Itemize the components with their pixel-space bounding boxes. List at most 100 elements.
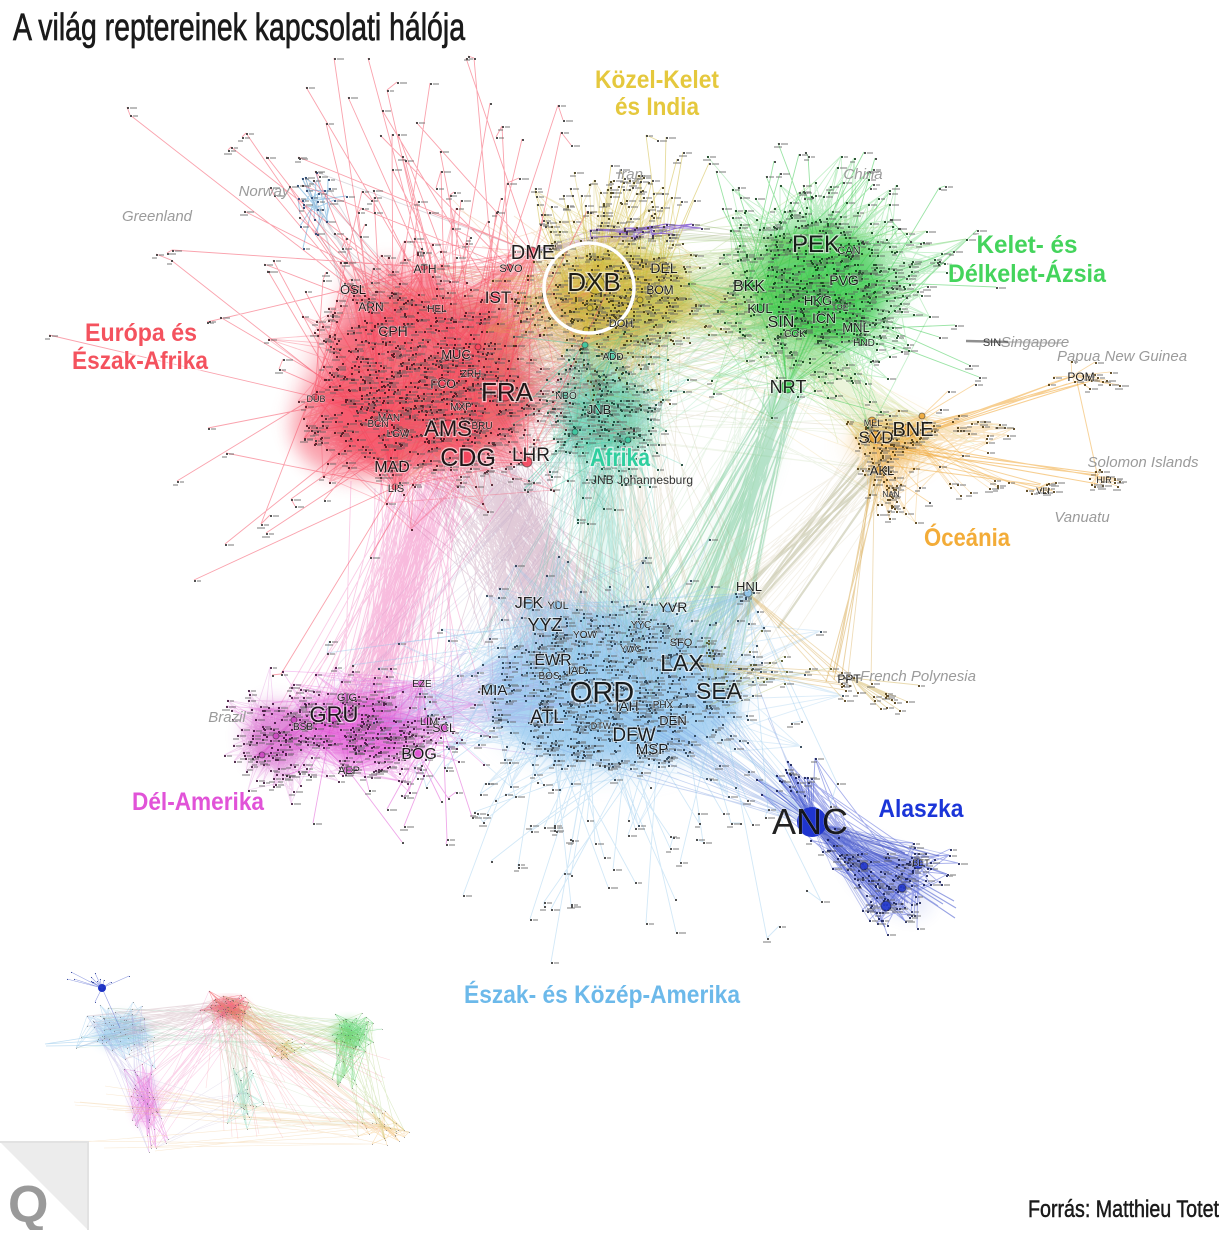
svg-text:NAN: NAN: [883, 490, 900, 499]
svg-text:BRU: BRU: [471, 421, 492, 432]
svg-text:MIA: MIA: [481, 682, 508, 699]
svg-text:MXP: MXP: [450, 402, 472, 413]
svg-text:MUC: MUC: [441, 347, 471, 362]
svg-text:IST: IST: [485, 288, 511, 307]
svg-text:Iran: Iran: [617, 166, 643, 183]
svg-text:Afrika: Afrika: [590, 444, 651, 472]
svg-text:LAX: LAX: [660, 650, 703, 676]
svg-text:IAH: IAH: [615, 698, 638, 714]
svg-text:SEA: SEA: [696, 678, 743, 704]
svg-text:LHR: LHR: [512, 445, 550, 466]
svg-text:ZRH: ZRH: [461, 369, 482, 380]
svg-text:SCL: SCL: [432, 721, 456, 735]
svg-text:DOH: DOH: [609, 318, 634, 330]
svg-text:YYZ: YYZ: [527, 615, 562, 635]
svg-text:LIS: LIS: [388, 483, 405, 495]
svg-text:Greenland: Greenland: [122, 208, 193, 225]
svg-text:CAN: CAN: [837, 245, 860, 257]
svg-text:Norway: Norway: [239, 183, 291, 200]
svg-text:PEK: PEK: [792, 231, 840, 258]
svg-text:YWG: YWG: [620, 644, 642, 654]
svg-text:Solomon Islands: Solomon Islands: [1088, 454, 1199, 471]
svg-text:IAD: IAD: [568, 665, 586, 677]
svg-text:China: China: [843, 166, 882, 183]
svg-text:HNL: HNL: [736, 579, 762, 594]
svg-text:CDG: CDG: [440, 444, 496, 472]
svg-text:EZE: EZE: [412, 679, 432, 690]
svg-text:HKG: HKG: [804, 293, 832, 308]
svg-text:DUB: DUB: [306, 394, 325, 404]
svg-text:LGW: LGW: [387, 429, 410, 440]
svg-text:OSL: OSL: [340, 282, 366, 297]
svg-text:AKL: AKL: [870, 463, 895, 478]
svg-text:DEL: DEL: [650, 260, 677, 276]
svg-text:FCO: FCO: [430, 377, 455, 391]
svg-text:EWR: EWR: [534, 652, 571, 669]
svg-text:Észak- és Közép-Amerika: Észak- és Közép-Amerika: [464, 980, 741, 1009]
svg-text:NBO: NBO: [555, 391, 577, 402]
svg-text:SVO: SVO: [499, 263, 523, 275]
svg-text:A világ reptereinek kapcsolati: A világ reptereinek kapcsolati hálója: [13, 7, 466, 49]
svg-text:CGK: CGK: [784, 329, 806, 340]
svg-text:ATH: ATH: [413, 262, 436, 276]
svg-text:Kelet- és: Kelet- és: [977, 231, 1078, 259]
svg-text:PPT: PPT: [837, 672, 861, 686]
svg-text:Óceánia: Óceánia: [924, 522, 1011, 552]
svg-text:ARN: ARN: [358, 300, 383, 314]
svg-text:ICN: ICN: [812, 310, 836, 326]
svg-text:AEP: AEP: [338, 765, 360, 777]
svg-text:ADD: ADD: [602, 352, 623, 363]
svg-text:PHX: PHX: [653, 700, 674, 711]
svg-text:LIM: LIM: [420, 716, 438, 728]
svg-text:Papua New Guinea: Papua New Guinea: [1057, 348, 1187, 365]
svg-text:GRU: GRU: [310, 702, 359, 727]
svg-text:JNB Johannesburg: JNB Johannesburg: [591, 473, 693, 487]
svg-text:BNE: BNE: [892, 419, 933, 441]
svg-text:ANC: ANC: [772, 801, 848, 842]
svg-text:JNB: JNB: [587, 402, 612, 417]
svg-text:BCN: BCN: [367, 419, 388, 430]
svg-text:Dél-Amerika: Dél-Amerika: [132, 788, 265, 816]
svg-text:Délkelet-Ázsia: Délkelet-Ázsia: [948, 259, 1107, 288]
svg-text:SYD: SYD: [859, 428, 894, 447]
svg-text:DEN: DEN: [659, 713, 686, 728]
svg-text:Észak-Afrika: Észak-Afrika: [72, 346, 209, 375]
svg-text:HIR: HIR: [1096, 475, 1112, 485]
svg-text:BOG: BOG: [401, 746, 437, 763]
svg-text:AMS: AMS: [424, 416, 472, 441]
svg-text:JFK: JFK: [515, 595, 544, 612]
svg-text:DFW: DFW: [612, 725, 655, 746]
svg-text:Európa és: Európa és: [85, 319, 197, 347]
svg-text:MAN: MAN: [378, 413, 400, 424]
svg-text:Vanuatu: Vanuatu: [1054, 509, 1110, 526]
svg-text:Q: Q: [8, 1176, 48, 1230]
svg-text:MNL: MNL: [842, 320, 869, 335]
svg-text:Közel-Kelet: Közel-Kelet: [595, 66, 720, 94]
svg-text:Brazil: Brazil: [208, 709, 246, 726]
svg-text:BKK: BKK: [733, 278, 765, 295]
svg-text:ATL: ATL: [530, 707, 563, 728]
svg-text:GIG: GIG: [337, 692, 357, 704]
svg-text:BOS: BOS: [538, 671, 559, 682]
svg-text:SFO: SFO: [670, 637, 693, 649]
svg-text:KUL: KUL: [747, 301, 772, 316]
svg-text:BOM: BOM: [646, 283, 673, 297]
svg-text:Forrás: Matthieu Totet: Forrás: Matthieu Totet: [1028, 1196, 1219, 1223]
svg-text:NRT: NRT: [770, 377, 807, 397]
svg-text:YUL: YUL: [547, 600, 568, 612]
svg-text:SIN: SIN: [768, 314, 795, 331]
svg-text:DTW: DTW: [591, 721, 612, 731]
svg-text:ORD: ORD: [570, 677, 634, 709]
svg-text:HND: HND: [853, 338, 875, 349]
svg-text:és India: és India: [615, 93, 700, 121]
svg-text:BSB: BSB: [293, 722, 313, 733]
svg-text:BET: BET: [912, 858, 930, 868]
svg-text:POM: POM: [1067, 370, 1094, 384]
svg-text:YYC: YYC: [631, 620, 652, 631]
svg-text:Alaszka: Alaszka: [879, 795, 965, 823]
svg-text:VLI: VLI: [1036, 486, 1050, 496]
svg-text:DXB: DXB: [567, 267, 620, 297]
svg-text:YVR: YVR: [659, 599, 688, 615]
svg-text:French Polynesia: French Polynesia: [860, 668, 976, 685]
svg-text:MEL: MEL: [864, 418, 883, 428]
